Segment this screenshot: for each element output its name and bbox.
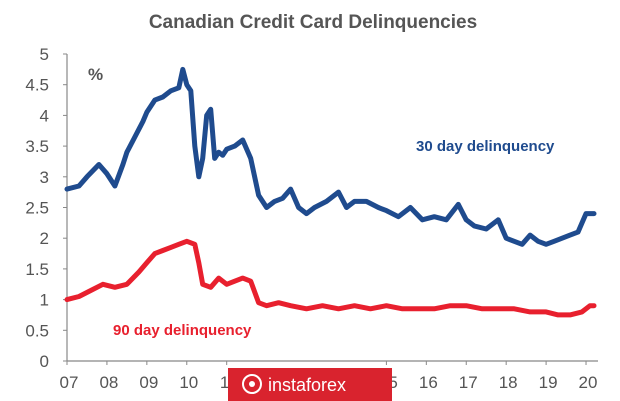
x-tick-label: 10 <box>179 373 198 392</box>
series-line-30-day <box>64 66 597 247</box>
x-tick-label: 17 <box>459 373 478 392</box>
x-tick-label: 08 <box>99 373 118 392</box>
series-line-90-day <box>64 238 597 318</box>
watermark-brand: instaforex <box>268 375 346 395</box>
y-tick-label: 4.5 <box>25 76 49 95</box>
x-tick-label: 09 <box>139 373 158 392</box>
y-tick-label: 1.5 <box>25 260 49 279</box>
y-tick-label: 4 <box>40 106 49 125</box>
y-tick-labels: 0 0.5 1 1.5 2 2.5 3 3.5 4 4.5 5 <box>25 45 67 371</box>
x-tick-label: 07 <box>60 373 79 392</box>
y-tick-label: 2 <box>40 229 49 248</box>
instaforex-logo-icon <box>242 374 262 394</box>
watermark: instaforex <box>228 368 392 401</box>
unit-label: % <box>88 65 103 84</box>
y-tick-label: 2.5 <box>25 199 49 218</box>
watermark-background <box>228 368 392 401</box>
chart-title: Canadian Credit Card Delinquencies <box>149 12 477 33</box>
y-tick-label: 1 <box>40 291 49 310</box>
series-layer <box>64 66 597 318</box>
y-tick-label: 0.5 <box>25 321 49 340</box>
x-tick-label: 20 <box>579 373 598 392</box>
annotation-30-day: 30 day delinquency <box>416 138 555 155</box>
x-tick-label: 19 <box>539 373 558 392</box>
y-tick-label: 3 <box>40 168 49 187</box>
y-tick-label: 0 <box>40 352 49 371</box>
annotation-90-day: 90 day delinquency <box>113 322 252 339</box>
x-tick-label: 18 <box>499 373 518 392</box>
x-tick-label: 16 <box>419 373 438 392</box>
y-tick-label: 3.5 <box>25 137 49 156</box>
y-tick-label: 5 <box>40 45 49 64</box>
